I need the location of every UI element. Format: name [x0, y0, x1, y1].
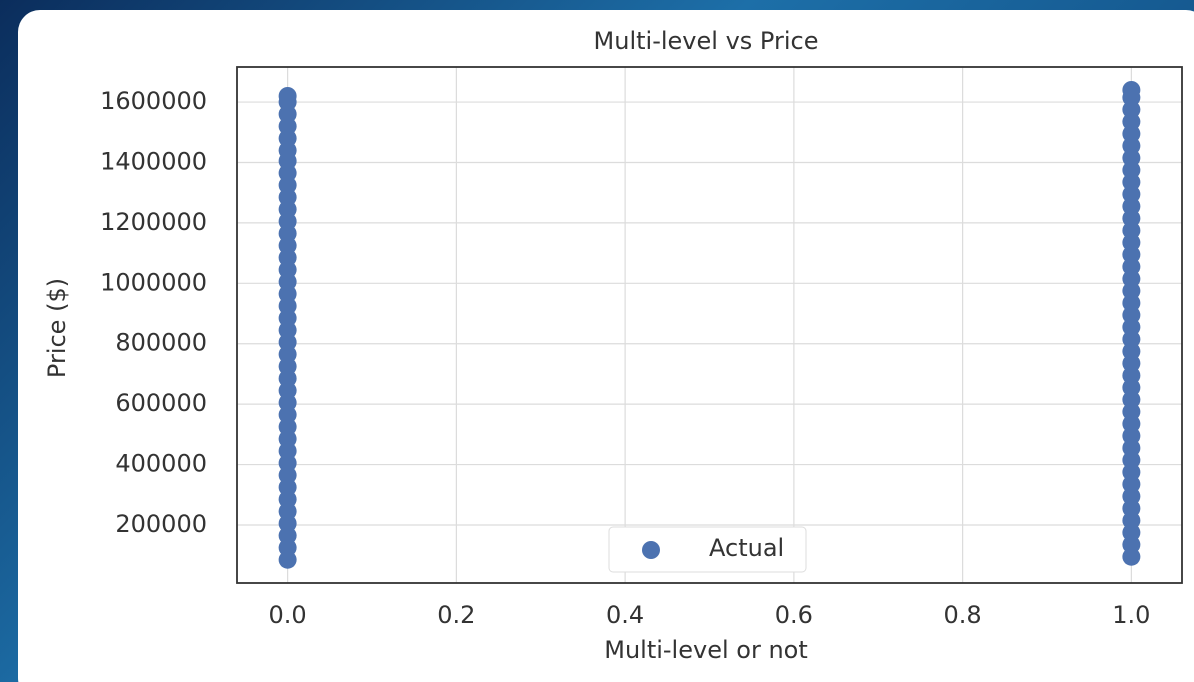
y-tick-label: 1400000 [100, 147, 207, 175]
x-tick-label: 0.8 [944, 601, 982, 629]
x-tick-label: 0.0 [269, 601, 307, 629]
x-axis-label: Multi-level or not [604, 636, 808, 664]
y-tick-label: 400000 [115, 450, 207, 478]
y-tick-label: 200000 [115, 510, 207, 538]
y-tick-label: 1200000 [100, 208, 207, 236]
x-tick-label: 0.6 [775, 601, 813, 629]
axes-frame [236, 66, 1183, 584]
legend-box [608, 526, 807, 573]
x-tick-label: 0.4 [606, 601, 644, 629]
x-tick-label: 0.2 [437, 601, 475, 629]
legend: Actual [608, 526, 807, 573]
chart-title: Multi-level vs Price [594, 27, 819, 55]
y-axis-label: Price ($) [43, 278, 71, 378]
y-tick-label: 800000 [115, 329, 207, 357]
y-tick-label: 600000 [115, 389, 207, 417]
card [18, 10, 1194, 682]
point [278, 87, 297, 106]
y-tick-label: 1000000 [100, 268, 207, 296]
x-tick-label: 1.0 [1112, 601, 1150, 629]
y-tick-label: 1600000 [100, 87, 207, 115]
marks [278, 80, 1141, 569]
legend-marker [642, 541, 660, 559]
legend-label: Actual [709, 534, 784, 562]
point [1122, 80, 1141, 99]
